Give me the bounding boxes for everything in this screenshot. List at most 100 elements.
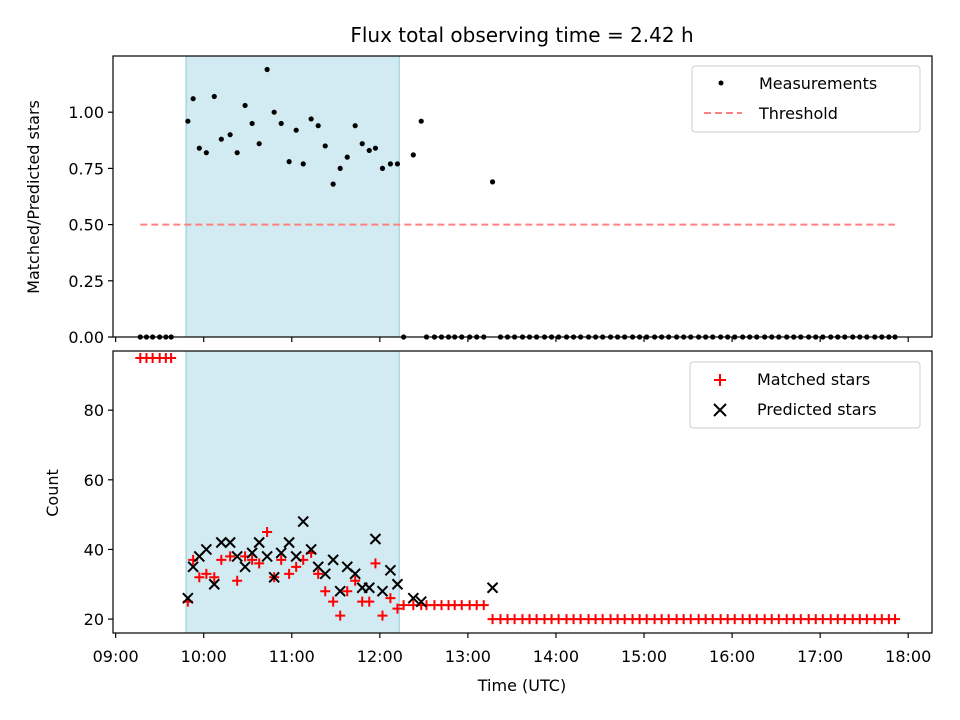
measurement-point: [418, 118, 424, 124]
predicted-stars-point: [369, 533, 382, 545]
measurement-point: [322, 143, 328, 149]
measurement-point: [359, 141, 365, 147]
predicted-stars-point: [268, 571, 280, 584]
measurement-point: [352, 123, 358, 129]
legend-matched-marker: [714, 374, 726, 386]
measurement-point: [308, 116, 314, 122]
measurement-point: [264, 66, 270, 73]
legend-measurements-label: Measurements: [759, 74, 877, 93]
predicted-stars-point: [187, 561, 199, 573]
matched-stars-point: [194, 572, 205, 583]
matched-stars-point: [262, 527, 273, 538]
matched-stars-point: [216, 554, 227, 565]
measurement-point: [271, 109, 277, 115]
matched-stars-point: [377, 610, 388, 621]
predicted-stars-point: [275, 547, 287, 559]
legend-threshold-label: Threshold: [758, 104, 838, 123]
measurement-point: [203, 150, 209, 156]
measurement-point: [278, 120, 284, 127]
measurement-point: [211, 93, 217, 100]
predicted-stars-point: [208, 578, 220, 590]
matched-stars-point: [201, 568, 212, 579]
ratio-y-tick-label: 0.75: [68, 159, 104, 178]
count-legend: Matched stars Predicted stars: [689, 361, 921, 429]
ratio-observing-window: [185, 55, 400, 338]
predicted-stars-point: [253, 536, 265, 549]
count-y-tick-label: 80: [84, 401, 104, 420]
measurement-point: [256, 141, 262, 147]
ratio-legend-frame: [691, 65, 921, 133]
measurement-point: [315, 123, 321, 129]
measurement-point: [234, 150, 240, 156]
x-tick-label: 17:00: [797, 647, 843, 666]
measurement-point: [344, 154, 350, 160]
predicted-stars-point: [391, 578, 404, 590]
count-legend-frame: [689, 361, 921, 429]
predicted-stars-point: [224, 536, 236, 549]
count-y-axis: 20 40 60 80: [84, 401, 113, 629]
measurement-point: [190, 96, 196, 102]
matched-stars-point: [247, 554, 258, 565]
matched-stars-point: [385, 593, 396, 604]
predicted-stars-point: [349, 568, 361, 580]
count-plot-area: [135, 350, 901, 634]
measurement-point: [249, 120, 255, 127]
predicted-stars-point: [319, 568, 331, 580]
matched-stars-point: [166, 352, 177, 363]
matched-stars-point: [276, 554, 287, 565]
x-tick-label: 09:00: [93, 647, 139, 666]
matched-stars-point: [478, 600, 489, 611]
predicted-stars-point: [305, 543, 317, 556]
legend-measurements-marker: [718, 80, 724, 86]
x-tick-label: 11:00: [269, 647, 315, 666]
predicted-stars-point: [231, 550, 243, 563]
time-x-axis: 09:00 10:00 11:00 12:00 13:00 14:00 15:00 16:00…: [93, 647, 932, 666]
measurement-point: [286, 159, 292, 165]
predicted-stars-point: [297, 515, 309, 528]
matched-stars-point: [291, 561, 302, 572]
predicted-stars-point: [239, 561, 251, 573]
matched-stars-point: [254, 558, 265, 569]
predicted-stars-point: [363, 582, 375, 594]
measurement-point: [410, 152, 416, 158]
ratio-y-axis: 0.00 0.25 0.50 0.75 1.00: [68, 103, 113, 347]
matched-stars-point: [313, 568, 324, 579]
matched-stars-point: [342, 586, 353, 597]
legend-predicted-marker: [713, 403, 727, 417]
ratio-y-tick-label: 1.00: [68, 103, 104, 122]
ratio-axes-frame: [112, 55, 933, 338]
ratio-legend: Measurements Threshold: [691, 65, 921, 133]
ratio-y-tick-label: 0.50: [68, 216, 104, 235]
predicted-stars-point: [327, 554, 339, 566]
predicted-stars-point: [384, 564, 397, 577]
measurement-point: [293, 127, 299, 133]
measurement-point: [330, 181, 336, 187]
predicted-stars-point: [486, 582, 499, 594]
count-axes-frame: [112, 350, 933, 634]
count-y-tick-label: 60: [84, 471, 104, 490]
x-tick-label: 18:00: [885, 647, 931, 666]
matched-stars-point: [398, 600, 409, 611]
legend-matched-label: Matched stars: [757, 370, 870, 389]
predicted-stars-point: [415, 595, 427, 608]
measurement-point: [366, 147, 372, 154]
count-panel: 20 40 60 80 Count Matched stars Predicted s…: [43, 350, 933, 638]
predicted-stars-point: [334, 585, 346, 597]
measurement-point: [196, 145, 202, 151]
x-tick-label: 12:00: [357, 647, 403, 666]
matched-stars-point: [284, 568, 295, 579]
chart-title: Flux total observing time = 2.42 h: [350, 23, 693, 47]
measurement-point: [489, 179, 496, 185]
x-tick-label: 16:00: [709, 647, 755, 666]
matched-stars-point: [350, 575, 361, 586]
measurement-point: [242, 102, 248, 109]
matched-stars-point: [335, 610, 346, 621]
predicted-stars-point: [407, 592, 420, 604]
predicted-stars-point: [215, 536, 228, 549]
ratio-panel: 0.00 0.25 0.50 0.75 1.00 Matched/Predicted s…: [24, 55, 933, 347]
measurement-point: [394, 161, 401, 167]
measurement-point: [387, 161, 394, 167]
ratio-y-tick-label: 0.25: [68, 272, 104, 291]
count-y-axis-label: Count: [43, 469, 62, 517]
